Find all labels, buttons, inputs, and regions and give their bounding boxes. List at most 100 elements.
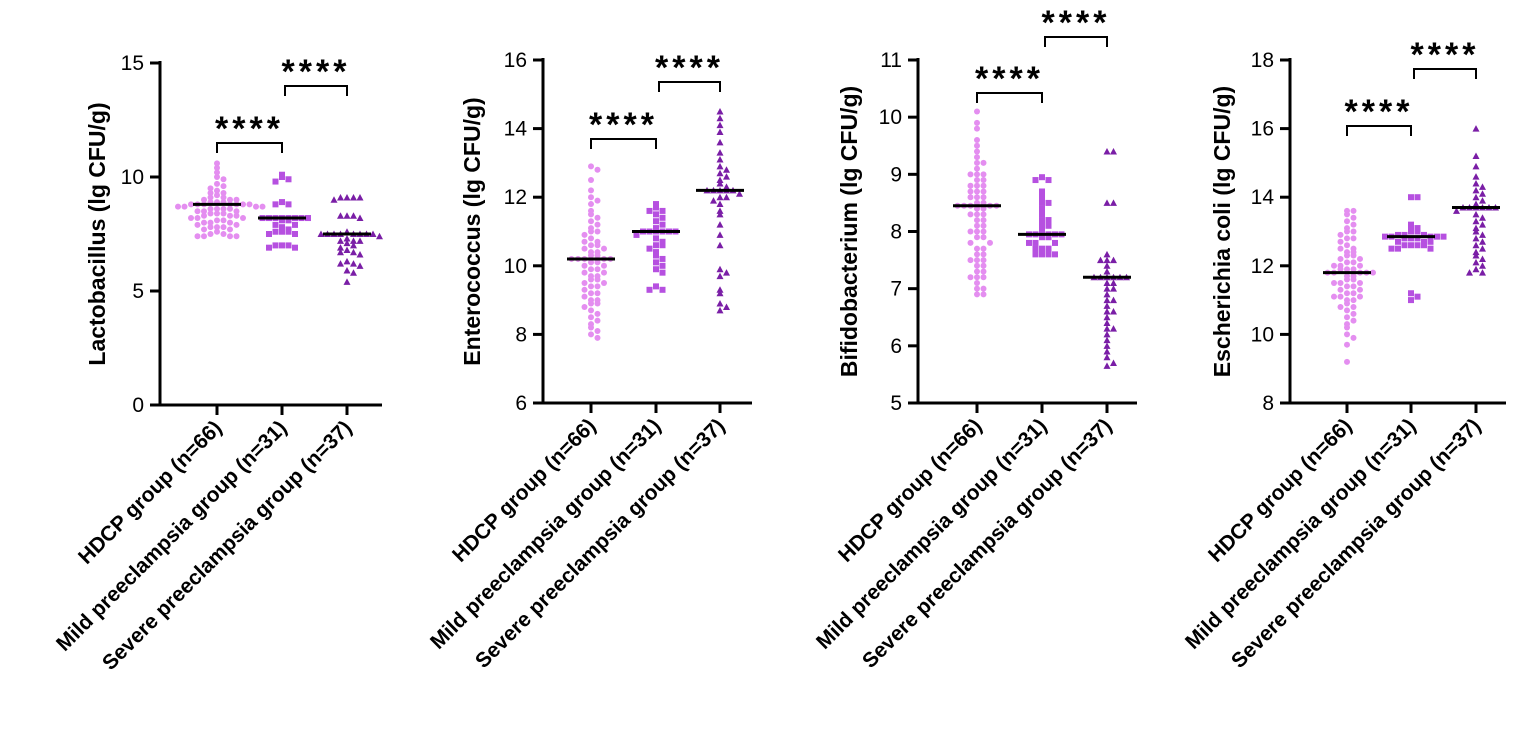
data-point xyxy=(1103,342,1111,349)
data-point xyxy=(220,217,227,224)
data-point xyxy=(633,231,640,238)
data-point xyxy=(343,246,351,253)
data-point xyxy=(974,274,980,281)
data-point xyxy=(214,192,220,199)
data-point xyxy=(207,231,214,237)
data-point xyxy=(285,228,292,235)
data-point xyxy=(1045,177,1052,184)
y-tick-label: 12 xyxy=(1251,255,1274,278)
data-point xyxy=(220,194,227,201)
data-point xyxy=(980,274,987,281)
data-point xyxy=(1344,283,1350,290)
data-point xyxy=(974,279,980,286)
data-point xyxy=(716,200,724,208)
data-point xyxy=(980,217,987,224)
significance-label: **** xyxy=(1345,93,1414,131)
data-point xyxy=(581,303,588,310)
data-point xyxy=(240,215,246,222)
data-point xyxy=(1331,262,1337,269)
data-point xyxy=(1039,228,1045,235)
data-point xyxy=(716,286,724,293)
data-point xyxy=(1103,268,1111,275)
data-point xyxy=(1466,269,1473,276)
data-point xyxy=(1103,147,1111,155)
data-point xyxy=(594,252,601,259)
data-point xyxy=(967,171,974,178)
data-point xyxy=(716,207,724,214)
data-point xyxy=(214,160,220,167)
data-point xyxy=(272,242,279,249)
data-point xyxy=(1350,214,1357,221)
data-point xyxy=(967,257,974,264)
data-point xyxy=(343,212,351,219)
data-point xyxy=(594,334,601,341)
data-point xyxy=(974,262,980,269)
data-point xyxy=(974,125,980,132)
data-point xyxy=(653,218,659,225)
data-point xyxy=(594,214,601,221)
data-point xyxy=(201,233,207,240)
data-point xyxy=(1408,194,1414,201)
data-point xyxy=(337,194,344,201)
data-point xyxy=(588,228,594,235)
data-point xyxy=(987,239,993,246)
data-point xyxy=(1110,199,1117,206)
data-point xyxy=(188,201,194,208)
data-point xyxy=(188,215,194,222)
data-point xyxy=(653,211,659,218)
y-tick-label: 8 xyxy=(1262,392,1274,415)
data-point xyxy=(214,224,220,231)
data-point xyxy=(1110,308,1117,315)
data-point xyxy=(1350,297,1357,304)
data-point xyxy=(1479,197,1486,204)
data-point xyxy=(207,224,214,231)
data-point xyxy=(594,310,601,317)
data-point xyxy=(653,235,659,242)
data-point xyxy=(1472,265,1480,273)
data-point xyxy=(974,194,980,201)
data-point xyxy=(974,234,980,241)
data-point xyxy=(175,203,181,210)
data-point xyxy=(1337,231,1344,238)
data-point xyxy=(1103,285,1111,292)
data-point xyxy=(1472,186,1480,194)
significance-bracket xyxy=(658,81,721,92)
data-point xyxy=(305,215,311,222)
data-point xyxy=(1357,279,1363,286)
category-label: Mild preeclampsia group (n=31) xyxy=(426,414,665,653)
data-point xyxy=(974,177,980,184)
data-point xyxy=(588,218,594,225)
data-point xyxy=(980,245,987,252)
data-point xyxy=(659,255,666,262)
data-point xyxy=(1421,238,1427,245)
data-point xyxy=(980,177,987,184)
data-point xyxy=(1350,259,1357,266)
data-point xyxy=(279,242,285,249)
data-point xyxy=(1344,276,1350,283)
y-tick-label: 5 xyxy=(132,280,144,303)
data-point xyxy=(1350,303,1357,310)
data-point xyxy=(214,205,220,212)
data-point xyxy=(594,228,601,235)
data-point xyxy=(1453,207,1460,214)
data-point xyxy=(974,228,980,235)
data-point xyxy=(201,226,207,233)
y-tick-label: 6 xyxy=(515,392,527,415)
significance-bracket xyxy=(1044,36,1108,47)
data-point xyxy=(723,193,730,201)
data-point xyxy=(1344,341,1350,348)
data-point xyxy=(1344,252,1350,259)
data-point xyxy=(1039,245,1045,252)
data-point xyxy=(1052,239,1058,246)
data-point xyxy=(220,189,227,196)
data-point xyxy=(1032,177,1039,184)
data-point xyxy=(1408,228,1414,235)
data-point xyxy=(594,242,601,249)
data-point xyxy=(1401,242,1408,249)
data-point xyxy=(272,228,279,235)
data-point xyxy=(1479,190,1486,197)
data-point xyxy=(220,205,227,212)
data-point xyxy=(974,291,980,298)
